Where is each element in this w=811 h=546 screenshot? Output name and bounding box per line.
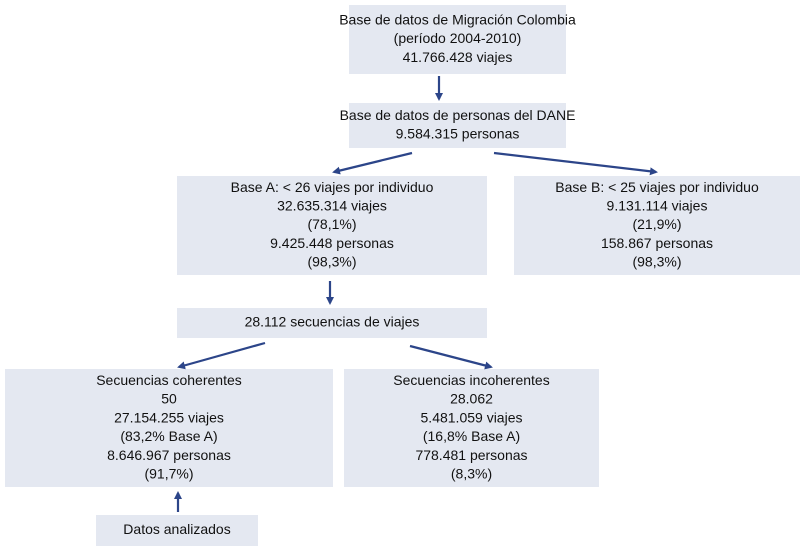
node-text: Base de datos de personas del DANE (340, 107, 576, 123)
arrow (409, 344, 493, 370)
node-text: (8,3%) (451, 465, 492, 481)
node-box (96, 515, 258, 546)
arrow (177, 341, 266, 370)
node-text: 9.584.315 personas (396, 126, 520, 142)
node-text: 50 (161, 391, 177, 407)
node-text: 28.062 (450, 391, 493, 407)
node-text: Base B: < 25 viajes por individuo (555, 179, 759, 195)
node-text: (período 2004-2010) (394, 30, 522, 46)
node-text: Datos analizados (123, 521, 230, 537)
node-text: (83,2% Base A) (120, 428, 217, 444)
node-text: Secuencias coherentes (96, 372, 242, 388)
node-text: 8.646.967 personas (107, 447, 231, 463)
node-text: 28.112 secuencias de viajes (245, 314, 420, 330)
node-text: (98,3%) (307, 254, 356, 270)
node-box (349, 5, 566, 74)
node-text: 27.154.255 viajes (114, 409, 224, 425)
arrow (493, 151, 658, 176)
node-box (344, 369, 599, 487)
node-text: 778.481 personas (415, 447, 527, 463)
node-box (514, 176, 800, 275)
node-text: (16,8% Base A) (423, 428, 520, 444)
node-text: 9.131.114 viajes (607, 198, 708, 214)
node-text: Base A: < 26 viajes por individuo (231, 179, 434, 195)
node-text: Secuencias incoherentes (393, 372, 549, 388)
node-text: 158.867 personas (601, 235, 713, 251)
node-text: 41.766.428 viajes (403, 49, 513, 65)
node-box (5, 369, 333, 487)
node-text: (21,9%) (632, 216, 681, 232)
node-box (177, 308, 487, 338)
arrow (332, 151, 413, 175)
node-box (177, 176, 487, 275)
node-text: (91,7%) (144, 465, 193, 481)
node-text: 32.635.314 viajes (277, 198, 387, 214)
node-box (349, 103, 566, 148)
node-text: 9.425.448 personas (270, 235, 394, 251)
node-text: Base de datos de Migración Colombia (339, 12, 576, 28)
node-text: (98,3%) (632, 254, 681, 270)
node-text: (78,1%) (307, 216, 356, 232)
node-text: 5.481.059 viajes (421, 409, 523, 425)
